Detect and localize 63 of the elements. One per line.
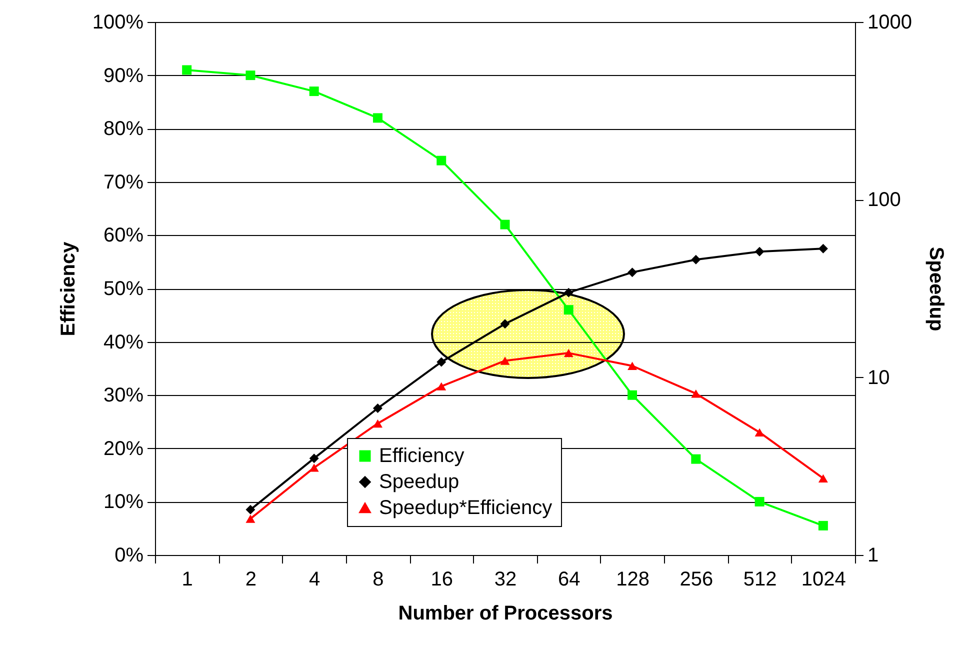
- point: [372, 113, 382, 123]
- point: [691, 254, 701, 264]
- point: [372, 403, 382, 413]
- x-tick-label: 2: [245, 568, 257, 590]
- point: [691, 389, 701, 398]
- point: [500, 319, 510, 329]
- y2-tick-label: 100: [868, 189, 901, 212]
- point: [246, 70, 256, 80]
- y-tick-label: 20%: [103, 438, 144, 460]
- point: [309, 464, 319, 472]
- point: [818, 244, 828, 254]
- y-tick-label: 40%: [103, 331, 144, 354]
- x-tick-label: 32: [494, 568, 517, 590]
- y-tick-label: 70%: [103, 171, 144, 194]
- point: [436, 382, 446, 390]
- point: [628, 390, 638, 400]
- y2-tick-label: 1000: [868, 12, 912, 34]
- point: [818, 474, 828, 482]
- legend-label: Speedup: [379, 471, 460, 493]
- x-tick-label: 256: [680, 568, 714, 590]
- point: [628, 362, 638, 370]
- point: [754, 246, 764, 256]
- y-tick-label: 10%: [103, 491, 144, 514]
- legend-label: Efficiency: [379, 445, 464, 467]
- point: [309, 454, 319, 464]
- point: [436, 156, 446, 166]
- x-tick-label: 1024: [801, 568, 846, 590]
- point: [564, 288, 574, 298]
- y2-axis-title: Speedup: [924, 246, 947, 332]
- legend-label: Speedup*Efficiency: [379, 497, 552, 519]
- x-tick-label: 1: [182, 568, 193, 590]
- point: [372, 419, 382, 428]
- point: [500, 356, 510, 365]
- y2-tick-label: 1: [868, 544, 879, 566]
- y2-tick-label: 10: [868, 366, 890, 389]
- point: [564, 305, 574, 315]
- point: [564, 348, 574, 358]
- x-tick-label: 512: [743, 568, 777, 590]
- point: [182, 65, 192, 75]
- x-tick-label: 64: [558, 568, 580, 590]
- x-axis-title: Number of Processors: [398, 602, 613, 624]
- y-axis-title: Efficiency: [57, 240, 80, 336]
- x-tick-label: 8: [372, 568, 384, 590]
- y-tick-label: 50%: [103, 278, 144, 300]
- point: [754, 428, 764, 436]
- y-tick-label: 30%: [103, 384, 144, 407]
- y-tick-label: 60%: [103, 224, 144, 247]
- x-tick-label: 16: [430, 568, 453, 590]
- y-tick-label: 90%: [103, 64, 144, 87]
- point: [246, 504, 256, 514]
- x-tick-label: 4: [309, 568, 320, 590]
- point: [628, 268, 638, 278]
- x-tick-label: 128: [616, 568, 650, 590]
- y-tick-label: 100%: [92, 12, 144, 34]
- point: [309, 86, 319, 96]
- y-tick-label: 80%: [103, 118, 144, 140]
- y-tick-label: 0%: [114, 544, 144, 566]
- point: [818, 520, 828, 530]
- point: [500, 220, 510, 230]
- point: [691, 454, 701, 464]
- point: [436, 357, 446, 367]
- point: [246, 514, 256, 523]
- point: [754, 496, 764, 506]
